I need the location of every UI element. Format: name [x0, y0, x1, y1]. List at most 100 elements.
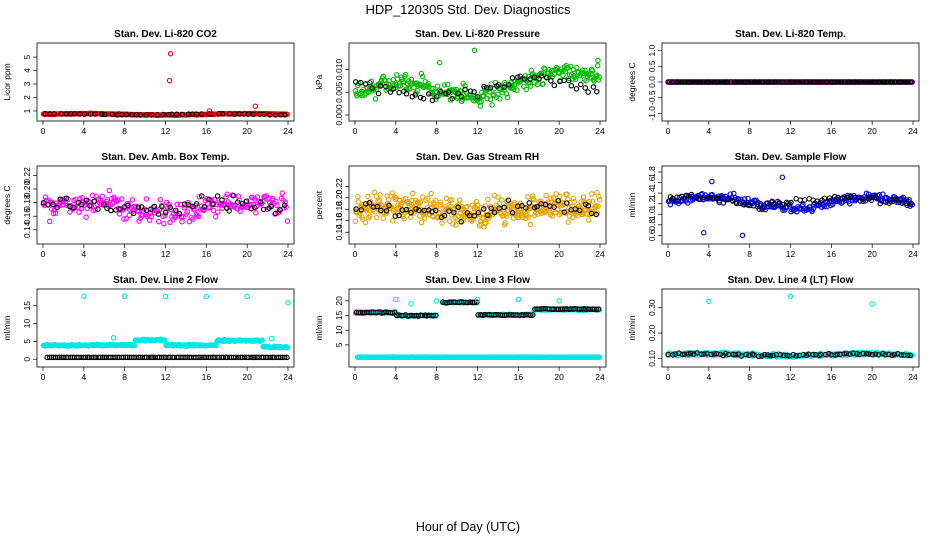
data-point: [387, 89, 394, 95]
data-point: [446, 208, 452, 214]
data-point: [780, 207, 786, 213]
data-point: [590, 84, 597, 90]
data-point: [432, 197, 439, 204]
data-point: [674, 194, 680, 200]
data-point: [804, 79, 811, 85]
data-point: [576, 207, 583, 214]
y-tick-label: 5: [334, 342, 344, 347]
data-point: [376, 197, 383, 204]
data-point: [198, 203, 205, 209]
y-tick-label: 0: [22, 357, 32, 362]
data-point: [226, 208, 232, 214]
data-point: [248, 205, 255, 212]
y-tick-label: 0.005: [334, 81, 344, 103]
x-tick-label: 0: [353, 249, 358, 259]
x-tick-label: 4: [706, 126, 711, 136]
data-point: [770, 352, 776, 359]
y-tick-label: -0.5: [647, 90, 657, 105]
data-point: [439, 220, 445, 226]
data-point: [854, 351, 860, 357]
data-point: [561, 209, 568, 215]
data-point: [830, 79, 836, 85]
data-point: [759, 79, 765, 85]
data-point: [441, 212, 448, 219]
y-axis-label: degrees C: [627, 62, 637, 101]
data-points: [40, 50, 290, 119]
data-point: [845, 194, 851, 201]
data-point: [717, 351, 724, 358]
data-point: [534, 81, 540, 88]
data-point: [489, 102, 495, 108]
x-tick-label: 12: [473, 249, 483, 259]
chart-panel: Stan. Dev. Line 2 Flow 0 4 8 12 16 20 24 0 5 10 15 m…: [2, 275, 295, 382]
data-point: [831, 193, 838, 200]
data-point: [362, 219, 369, 226]
data-point: [162, 337, 168, 344]
data-point: [79, 201, 85, 208]
data-point: [483, 220, 489, 226]
x-tick-label: 20: [554, 126, 564, 136]
y-tick-label: 0.16: [334, 212, 344, 229]
data-point: [123, 111, 130, 118]
data-point: [355, 199, 362, 205]
data-point: [455, 90, 461, 97]
y-axis-label: percent: [314, 190, 324, 219]
data-point: [174, 111, 180, 118]
data-point: [165, 111, 172, 118]
data-point: [174, 201, 181, 208]
data-point: [793, 79, 799, 85]
data-point: [450, 221, 456, 227]
data-point: [248, 354, 254, 361]
data-point: [525, 214, 532, 220]
y-tick-label: 0.18: [334, 201, 344, 218]
data-point: [860, 350, 866, 357]
data-point: [709, 178, 715, 185]
data-point: [367, 80, 373, 86]
y-axis-label: ml/min: [314, 315, 324, 340]
data-point: [455, 204, 461, 210]
data-point: [230, 192, 237, 199]
data-point: [148, 206, 154, 212]
data-point: [82, 354, 89, 361]
data-point: [393, 195, 399, 201]
y-tick-label: 10: [22, 319, 32, 329]
data-point: [125, 202, 131, 209]
data-point: [159, 337, 166, 343]
data-point: [898, 352, 905, 358]
data-point: [852, 79, 859, 85]
data-point: [51, 111, 57, 117]
y-tick-label: 0.6: [647, 229, 657, 241]
data-point: [551, 204, 557, 210]
data-point: [582, 85, 589, 91]
x-tick-label: 20: [554, 372, 564, 382]
data-point: [167, 50, 174, 57]
data-point: [374, 203, 381, 210]
data-point: [432, 207, 439, 214]
data-point: [509, 209, 516, 216]
data-point: [718, 79, 724, 85]
y-tick-label: 5: [22, 339, 32, 344]
x-tick-label: 4: [706, 372, 711, 382]
data-point: [862, 79, 869, 85]
data-point: [759, 353, 765, 359]
data-point: [425, 80, 431, 87]
data-point: [488, 205, 494, 212]
data-point: [701, 351, 707, 357]
data-point: [81, 111, 88, 117]
data-point: [123, 215, 129, 222]
y-tick-label: 0.14: [22, 221, 32, 238]
data-point: [284, 111, 290, 118]
data-point: [441, 82, 448, 88]
data-point: [173, 207, 179, 214]
data-point: [67, 209, 73, 215]
data-point: [282, 199, 289, 205]
data-point: [143, 354, 150, 361]
x-tick-label: 20: [242, 372, 252, 382]
data-point: [464, 299, 471, 306]
x-tick-label: 8: [747, 249, 752, 259]
data-point: [560, 72, 566, 79]
x-tick-label: 24: [908, 249, 918, 259]
data-point: [903, 200, 910, 206]
data-point: [416, 207, 422, 214]
